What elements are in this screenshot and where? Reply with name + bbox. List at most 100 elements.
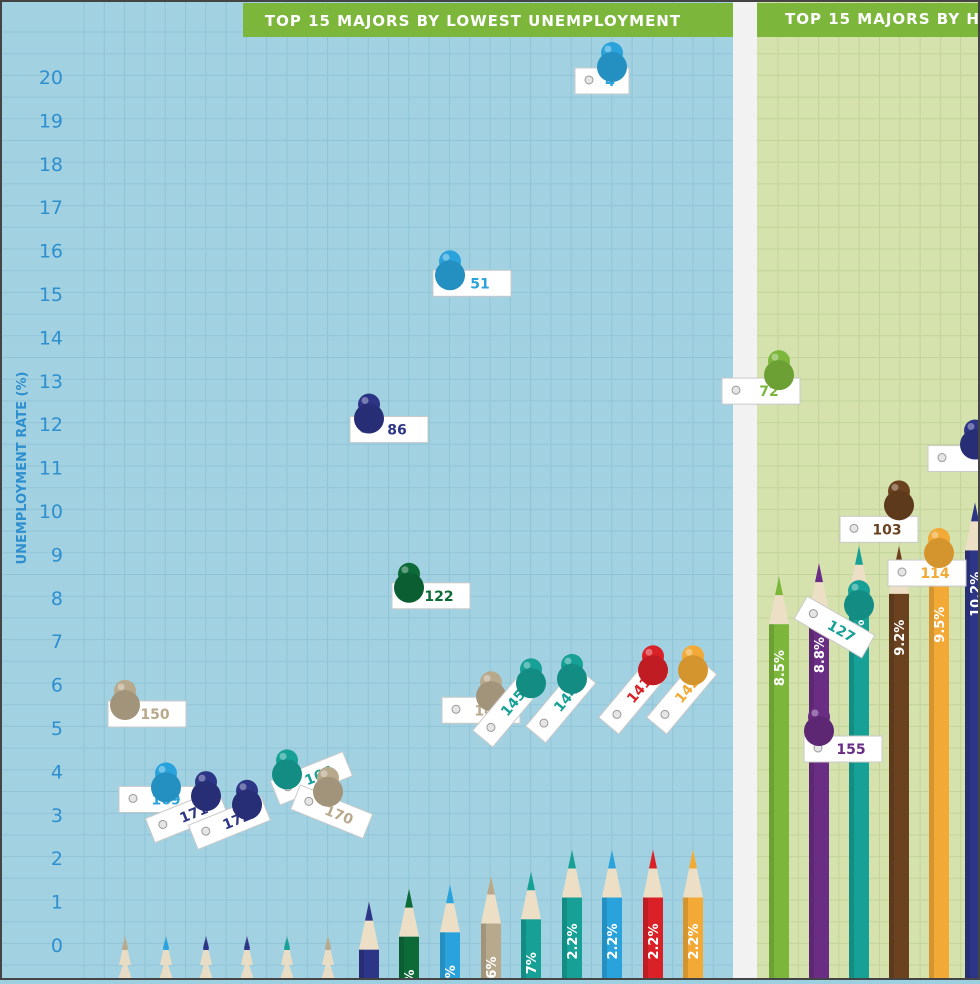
pencil-bar — [240, 936, 254, 980]
pencil-body — [359, 949, 379, 984]
pencil-value-label: 6% — [485, 957, 500, 979]
pin-marker: 170 — [289, 766, 374, 840]
pin-tag: 170 — [289, 784, 374, 840]
pencil-wood — [119, 938, 131, 965]
pencil-value-label: 2.2% — [606, 923, 621, 959]
pin-highlight — [931, 531, 939, 539]
pencil-value-label: 4% — [444, 965, 459, 980]
pencil-point — [163, 938, 169, 950]
header-right-title: TOP 15 MAJORS BY H — [785, 10, 980, 28]
pencil-wood — [440, 884, 460, 933]
pencil-shade — [809, 611, 814, 984]
pencil-point — [971, 502, 979, 522]
panel-divider — [733, 0, 757, 980]
pencil-body — [562, 897, 582, 984]
y-tick-label: 19 — [39, 110, 63, 132]
pin-hole — [808, 609, 818, 619]
pencil-point — [487, 875, 495, 895]
y-tick-label: 12 — [39, 414, 63, 436]
pencil-shade — [643, 897, 648, 984]
pin-head-base — [232, 789, 262, 820]
pencil-body — [602, 897, 622, 984]
pin-shadow — [110, 689, 140, 720]
pin-head-base — [844, 590, 874, 621]
pencil-value-label: 2.2% — [647, 923, 662, 959]
pencil-wood — [602, 849, 622, 898]
header-left-banner — [243, 3, 733, 37]
pencil-shade — [440, 932, 445, 984]
y-tick-label: 17 — [39, 197, 63, 219]
pencil-body — [849, 593, 869, 984]
pencil-wood — [160, 938, 172, 965]
pencil-tip — [321, 958, 335, 980]
pin-highlight — [811, 709, 819, 717]
pencil-shade — [683, 897, 688, 984]
pin-head-base — [764, 360, 794, 391]
pin-highlight — [685, 648, 693, 656]
pencil-point — [527, 871, 535, 891]
pencil-bar — [199, 936, 213, 980]
pin-head-base — [678, 655, 708, 686]
pin-head-base — [110, 689, 140, 720]
pencil-bar: 8.8% — [809, 563, 829, 984]
pencil-wood — [481, 875, 501, 924]
y-tick-label: 14 — [39, 327, 63, 349]
y-tick-label: 7 — [51, 631, 63, 653]
pin-marker — [927, 419, 980, 473]
pin-head-base — [394, 572, 424, 603]
pencil-shade — [481, 923, 486, 984]
y-tick-label: 15 — [39, 284, 63, 306]
pin-label: 86 — [387, 423, 406, 439]
pencil-body — [809, 611, 829, 984]
pin-highlight — [564, 657, 572, 665]
pencil-wood — [241, 938, 253, 965]
pencil-shade — [359, 949, 364, 984]
pin-marker: 171 — [144, 771, 229, 844]
pencil-shade — [602, 897, 607, 984]
pin-head-base — [272, 759, 302, 790]
y-tick-label: 3 — [51, 805, 63, 827]
pencil-value-label: 9.2% — [893, 620, 908, 656]
pin-marker: 172 — [187, 779, 272, 851]
pin-shadow — [191, 781, 221, 812]
pins-right: 72 155 127 103 114 — [721, 350, 980, 763]
pencil-value-label: 8.8% — [813, 637, 828, 673]
y-tick-label: 13 — [39, 371, 63, 393]
pin-label: 103 — [872, 522, 901, 538]
pencil-tip — [118, 958, 132, 980]
pencil-wood — [281, 938, 293, 965]
pin-shadow — [884, 490, 914, 521]
pin-marker: 122 — [391, 562, 471, 610]
pencil-point — [855, 545, 863, 565]
pencils-left: 1%3% 4% 6% 7% 2.2% 2.2% 2.2% 2.2% — [118, 849, 703, 984]
pencil-wood — [521, 871, 541, 920]
pins-left: 1501691711721661708612251146145144414114… — [107, 41, 718, 851]
pencil-point — [649, 849, 657, 869]
pencil-point — [122, 938, 128, 950]
pin-shadow — [272, 759, 302, 790]
pin-hole — [539, 718, 549, 728]
pin-shadow — [313, 776, 343, 807]
pin-hole — [584, 75, 594, 85]
pin-label: 122 — [424, 589, 453, 605]
pencil-shade — [769, 624, 774, 984]
header-right-banner — [757, 3, 980, 37]
pencil-point — [365, 901, 373, 921]
y-tick-label: 18 — [39, 154, 63, 176]
y-tick-label: 2 — [51, 848, 63, 870]
y-tick-label: 9 — [51, 544, 63, 566]
pencil-value-label: 2.2% — [566, 923, 581, 959]
pin-shadow — [394, 572, 424, 603]
pin-head-base — [924, 538, 954, 569]
pin-highlight — [523, 661, 531, 669]
pin-highlight — [361, 397, 369, 405]
pencil-wood — [562, 849, 582, 898]
pencil-bar: 3% — [399, 888, 419, 984]
pin-highlight — [320, 770, 328, 778]
pin-shadow — [638, 655, 668, 686]
pencil-body — [643, 897, 663, 984]
pin-highlight — [442, 253, 450, 261]
y-tick-label: 4 — [51, 761, 63, 783]
